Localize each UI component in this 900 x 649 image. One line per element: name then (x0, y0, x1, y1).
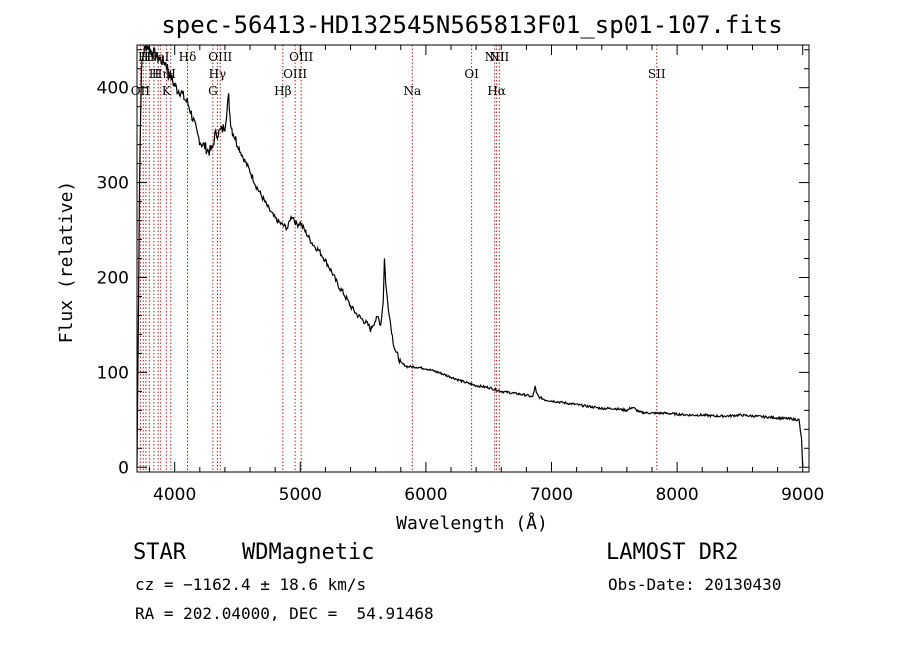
x-tick-label: 6000 (404, 485, 447, 505)
y-tick-label: 100 (97, 363, 129, 383)
obs-date-text: Obs-Date: 20130430 (608, 575, 782, 594)
line-marker-label: Na (404, 84, 422, 98)
object-type-label: STAR (133, 540, 186, 565)
y-tick-label: 300 (97, 174, 129, 194)
x-tick-label: 9000 (781, 485, 824, 505)
y-tick-label: 400 (97, 79, 129, 99)
x-tick-label: 5000 (279, 485, 322, 505)
y-axis-ticks: 0 100 200 300 400 (97, 49, 809, 478)
line-marker-label: OIII (283, 67, 307, 81)
line-marker-label: H (149, 67, 159, 81)
y-tick-label: 0 (118, 458, 129, 478)
x-axis-ticks: 4000 5000 6000 7000 8000 9000 (149, 45, 824, 505)
spectral-line-markers (139, 45, 658, 472)
ra-dec-text: RA = 202.04000, DEC = 54.91468 (135, 604, 434, 623)
line-marker-label: NII (489, 50, 509, 64)
line-marker-label: Hδ (179, 50, 197, 64)
survey-label: LAMOST DR2 (606, 540, 739, 565)
x-tick-label: 4000 (153, 485, 196, 505)
line-marker-label: Hα (487, 84, 506, 98)
line-marker-label: H (141, 50, 151, 64)
line-marker-label: OI (464, 67, 479, 81)
redshift-text: cz = −1162.4 ± 18.6 km/s (135, 575, 367, 594)
line-marker-label: Hγ (209, 67, 227, 81)
line-marker-label: K (162, 84, 172, 98)
x-axis-label: Wavelength (Å) (396, 512, 548, 534)
y-axis-label: Flux (relative) (56, 181, 77, 344)
line-marker-label: SII (648, 67, 666, 81)
y-tick-label: 200 (97, 268, 129, 288)
line-marker-label: OIII (208, 50, 232, 64)
spectral-line-labels: OIIHHHHNeIHηKHHδGHγOIIIHβOIIIOIIINaOINII… (131, 50, 666, 98)
line-marker-label: NII (485, 50, 505, 64)
line-marker-label: Hη (152, 67, 170, 81)
x-tick-label: 7000 (530, 485, 573, 505)
line-marker-label: H (144, 50, 154, 64)
line-marker-label: G (208, 84, 218, 98)
line-marker-label: Hβ (274, 84, 291, 98)
line-marker-label: OIII (289, 50, 313, 64)
x-tick-label: 8000 (655, 485, 698, 505)
spectrum-line (136, 44, 804, 468)
plot-frame (136, 44, 810, 473)
chart-title: spec-56413-HD132545N565813F01_sp01-107.f… (161, 11, 782, 39)
object-class-label: WDMagnetic (242, 540, 375, 565)
